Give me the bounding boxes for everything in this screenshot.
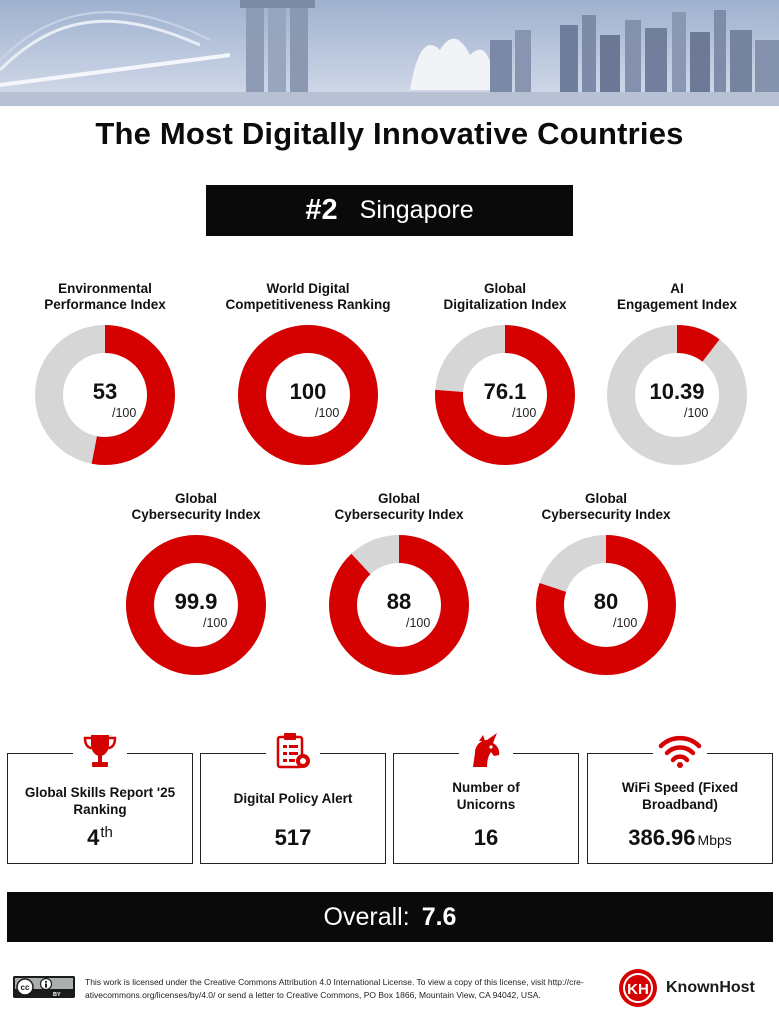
metric-label: World Digital Competitiveness Ranking [225,281,391,312]
svg-text:BY: BY [53,992,61,998]
stat-value: 4th [87,824,113,850]
donut-value-label: 53 [93,379,117,404]
page-title: The Most Digitally Innovative Countries [95,116,684,151]
rank-number: #2 [305,194,338,226]
overall-score-bar: Overall: 7.6 [7,892,773,942]
metric-global-cybersecurity-1: Global Cybersecurity Index 99.9/100 [108,491,284,679]
donut-chart: 80/100 [536,535,676,675]
country-rank-bar: #2 Singapore [206,185,573,236]
donut-value-label: 10.39 [649,379,704,404]
donut-max-label: /100 [613,616,637,630]
donut-value-label: 76.1 [484,379,527,404]
creative-commons-badge[interactable]: cc BY [13,976,75,998]
header-banner [0,0,779,106]
metric-label: Global Digitalization Index [443,281,567,312]
stat-digital-policy-alert: Digital Policy Alert 517 [200,729,386,864]
stat-value: 16 [473,825,499,850]
donut-value-arc [126,535,266,675]
donut-chart: 99.9/100 [126,535,266,675]
overall-value: 7.6 [421,902,457,931]
donut-chart: 76.1/100 [435,325,575,465]
unicorn-icon [459,729,513,773]
stat-global-skills-ranking: Global Skills Report '25 Ranking 4th [7,729,193,864]
donut-value-arc [607,325,747,465]
donut-value-arc [329,535,469,675]
license-text: This work is licensed under the Creative… [85,977,584,1000]
metric-label: Global Cybersecurity Index [334,491,464,522]
cc-icon [16,978,34,996]
donut-chart: 10.39/100 [607,325,747,465]
stat-number-of-unicorns: Number of Unicorns 16 [393,729,579,864]
donut-value-arc [536,535,676,675]
donut-value-arc [35,325,175,465]
ordinal-suffix: th [100,824,113,841]
stat-unit: Mbps [697,832,732,848]
metric-label: Global Cybersecurity Index [131,491,261,522]
trophy-icon [73,729,127,773]
overall-label: Overall: [323,902,410,931]
svg-text:KH: KH [627,981,649,998]
metric-environmental-performance: Environmental Performance Index 53/100 [17,281,193,469]
donut-value-arc [238,325,378,465]
knownhost-logo-icon[interactable]: KH [618,968,658,1008]
donut-value-label: 100 [290,379,327,404]
metric-label: Environmental Performance Index [44,281,166,312]
policy-document-icon [266,729,320,773]
donut-max-label: /100 [112,406,136,420]
stat-label: WiFi Speed (Fixed Broadband) [621,780,739,812]
donut-value-label: 99.9 [175,589,218,614]
stat-label: Global Skills Report '25 Ranking [24,785,176,817]
donut-max-label: /100 [684,406,708,420]
donut-max-label: /100 [203,616,227,630]
svg-text:cc: cc [21,983,30,992]
donut-max-label: /100 [406,616,430,630]
metric-label: Global Cybersecurity Index [541,491,671,522]
brand-name[interactable]: KnownHost [666,979,755,996]
donut-chart: 53/100 [35,325,175,465]
stat-label: Digital Policy Alert [233,791,353,806]
donut-chart: 88/100 [329,535,469,675]
donut-value-label: 88 [387,589,411,614]
stat-value: 386.96 Mbps [628,825,732,850]
metric-label: AI Engagement Index [616,281,738,312]
metric-ai-engagement: AI Engagement Index 10.39/100 [589,281,765,469]
donut-max-label: /100 [315,406,339,420]
stat-value: 517 [274,825,312,850]
metric-global-digitalization: Global Digitalization Index 76.1/100 [417,281,593,469]
donut-max-label: /100 [512,406,536,420]
metric-world-digital-competitiveness: World Digital Competitiveness Ranking 100… [220,281,396,469]
stat-label: Number of Unicorns [452,780,520,812]
wifi-icon [653,729,707,773]
city-skyline-image [0,0,779,106]
country-name: Singapore [359,196,474,224]
donut-value-label: 80 [594,589,618,614]
stat-wifi-speed: WiFi Speed (Fixed Broadband) 386.96 Mbps [587,729,773,864]
metric-global-cybersecurity-2: Global Cybersecurity Index 88/100 [311,491,487,679]
donut-chart: 100/100 [238,325,378,465]
donut-value-arc [435,325,575,465]
metric-global-cybersecurity-3: Global Cybersecurity Index 80/100 [518,491,694,679]
